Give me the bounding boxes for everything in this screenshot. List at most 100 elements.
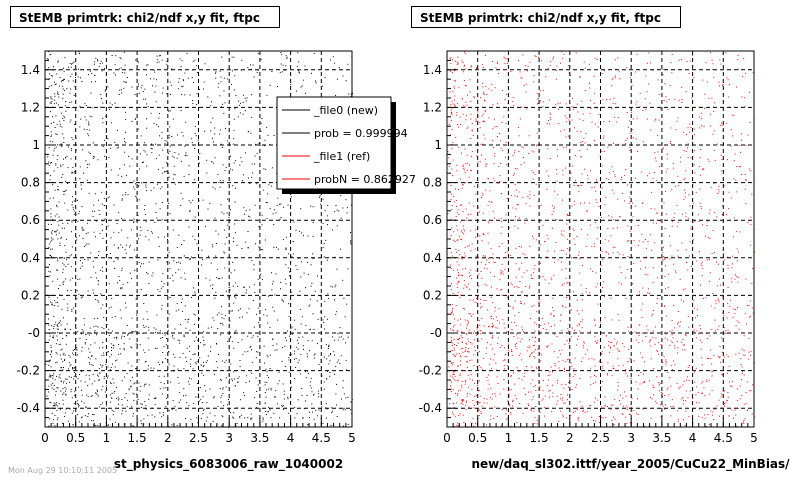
scatter-point	[515, 208, 517, 210]
scatter-point	[109, 148, 111, 150]
scatter-point	[568, 342, 570, 344]
scatter-point	[493, 318, 494, 320]
scatter-point	[470, 118, 472, 120]
scatter-point	[342, 279, 344, 281]
scatter-point	[216, 343, 218, 345]
scatter-point	[168, 176, 170, 178]
scatter-point	[54, 93, 56, 95]
scatter-point	[612, 171, 614, 173]
scatter-point	[271, 283, 273, 285]
scatter-point	[66, 259, 67, 261]
scatter-point	[294, 417, 296, 419]
scatter-point	[232, 185, 234, 187]
scatter-point	[748, 351, 750, 353]
scatter-point	[551, 279, 553, 281]
scatter-point	[260, 130, 262, 132]
scatter-point	[556, 395, 558, 397]
scatter-point	[649, 234, 651, 236]
scatter-point	[630, 191, 631, 193]
scatter-point	[602, 287, 603, 289]
scatter-point	[516, 286, 518, 288]
scatter-point	[484, 138, 486, 140]
scatter-point	[617, 57, 619, 59]
scatter-point	[207, 208, 209, 210]
scatter-point	[62, 282, 64, 284]
scatter-point	[60, 358, 62, 360]
scatter-point	[76, 347, 78, 349]
scatter-point	[683, 179, 685, 181]
scatter-point	[724, 332, 726, 334]
scatter-point	[145, 184, 147, 186]
scatter-point	[50, 75, 52, 77]
scatter-point	[639, 92, 641, 94]
scatter-point	[92, 289, 94, 291]
scatter-point	[306, 356, 308, 358]
scatter-point	[173, 365, 175, 367]
scatter-point	[470, 113, 472, 115]
scatter-point	[577, 407, 579, 409]
scatter-point	[63, 380, 65, 382]
scatter-point	[63, 352, 65, 354]
scatter-point	[452, 372, 454, 374]
scatter-point	[718, 191, 720, 193]
scatter-point	[575, 384, 577, 386]
scatter-point	[630, 77, 631, 79]
scatter-point	[309, 385, 311, 387]
scatter-point	[560, 410, 562, 412]
scatter-point	[579, 324, 580, 326]
scatter-point	[190, 378, 192, 380]
scatter-point	[117, 396, 119, 398]
scatter-point	[741, 96, 743, 98]
scatter-point	[492, 211, 494, 213]
scatter-point	[468, 288, 470, 290]
scatter-point	[232, 261, 234, 263]
scatter-point	[590, 170, 591, 172]
scatter-point	[255, 143, 257, 145]
scatter-point	[93, 204, 95, 206]
scatter-point	[50, 85, 52, 87]
scatter-point	[146, 190, 147, 192]
scatter-point	[68, 355, 70, 357]
scatter-point	[222, 416, 224, 418]
scatter-point	[454, 324, 456, 326]
scatter-point	[125, 131, 127, 133]
scatter-point	[97, 326, 99, 328]
scatter-point	[559, 102, 561, 104]
scatter-point	[63, 158, 64, 160]
scatter-point	[265, 411, 267, 412]
scatter-point	[464, 355, 466, 357]
scatter-point	[523, 85, 525, 86]
scatter-point	[59, 374, 61, 376]
scatter-point	[666, 101, 668, 103]
scatter-point	[190, 358, 192, 360]
scatter-point	[594, 92, 596, 94]
scatter-point	[160, 287, 162, 289]
scatter-point	[213, 162, 215, 164]
scatter-point	[71, 73, 73, 75]
scatter-point	[299, 230, 301, 232]
scatter-point	[522, 147, 524, 149]
scatter-point	[665, 333, 667, 335]
scatter-point	[229, 320, 231, 322]
scatter-point	[451, 289, 453, 291]
scatter-point	[557, 259, 559, 261]
scatter-point	[269, 409, 271, 411]
scatter-point	[166, 338, 167, 339]
scatter-point	[60, 380, 62, 382]
scatter-point	[617, 385, 619, 387]
scatter-point	[216, 277, 218, 278]
scatter-point	[294, 350, 296, 352]
scatter-point	[335, 205, 337, 206]
scatter-point	[200, 364, 202, 366]
scatter-point	[67, 263, 69, 265]
scatter-point	[55, 163, 57, 165]
scatter-point	[78, 403, 79, 405]
scatter-point	[237, 116, 239, 118]
scatter-point	[616, 341, 618, 343]
scatter-point	[95, 425, 97, 426]
scatter-point	[474, 396, 476, 397]
scatter-point	[466, 217, 468, 219]
scatter-point	[463, 80, 465, 81]
scatter-point	[478, 410, 480, 412]
scatter-point	[59, 321, 61, 323]
